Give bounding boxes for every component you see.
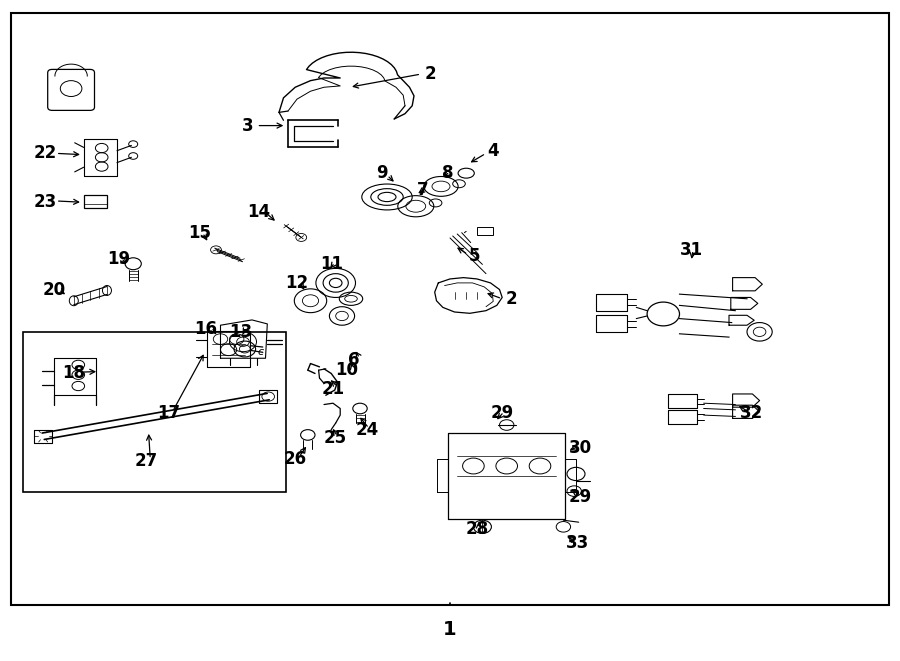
Text: 29: 29 bbox=[491, 404, 514, 422]
Text: 29: 29 bbox=[569, 488, 592, 506]
Bar bbox=[11, 13, 889, 605]
Text: 11: 11 bbox=[320, 255, 343, 274]
Text: 26: 26 bbox=[284, 450, 307, 469]
Text: 2: 2 bbox=[506, 290, 517, 308]
Text: 14: 14 bbox=[248, 202, 271, 221]
Text: 1: 1 bbox=[443, 620, 457, 639]
Text: 13: 13 bbox=[230, 323, 253, 341]
Text: 19: 19 bbox=[107, 250, 130, 268]
Text: 28: 28 bbox=[465, 520, 489, 538]
Text: 33: 33 bbox=[566, 534, 590, 553]
Text: 22: 22 bbox=[33, 144, 57, 163]
Text: 15: 15 bbox=[188, 223, 212, 242]
Text: 3: 3 bbox=[242, 116, 253, 135]
Text: 7: 7 bbox=[418, 181, 428, 200]
Text: 17: 17 bbox=[158, 404, 181, 422]
Bar bbox=[477, 227, 493, 235]
Text: 30: 30 bbox=[569, 439, 592, 457]
Text: 21: 21 bbox=[321, 379, 345, 398]
Text: 20: 20 bbox=[42, 280, 66, 299]
Text: 18: 18 bbox=[62, 364, 86, 383]
Text: c: c bbox=[258, 346, 264, 357]
Text: 6: 6 bbox=[348, 351, 359, 369]
Text: 25: 25 bbox=[323, 428, 346, 447]
Bar bbox=[84, 195, 107, 208]
Text: 23: 23 bbox=[33, 192, 57, 211]
Text: 31: 31 bbox=[680, 241, 703, 259]
Text: 12: 12 bbox=[285, 274, 309, 292]
Text: 16: 16 bbox=[194, 320, 217, 338]
Text: 8: 8 bbox=[442, 164, 453, 182]
Text: 5: 5 bbox=[469, 247, 480, 266]
Text: 27: 27 bbox=[134, 452, 158, 471]
Text: 24: 24 bbox=[356, 420, 379, 439]
Text: 9: 9 bbox=[376, 164, 387, 182]
Text: 10: 10 bbox=[335, 361, 358, 379]
Text: 4: 4 bbox=[488, 141, 499, 160]
Text: 32: 32 bbox=[740, 404, 763, 422]
Bar bbox=[23, 332, 286, 492]
Text: 2: 2 bbox=[425, 65, 436, 83]
